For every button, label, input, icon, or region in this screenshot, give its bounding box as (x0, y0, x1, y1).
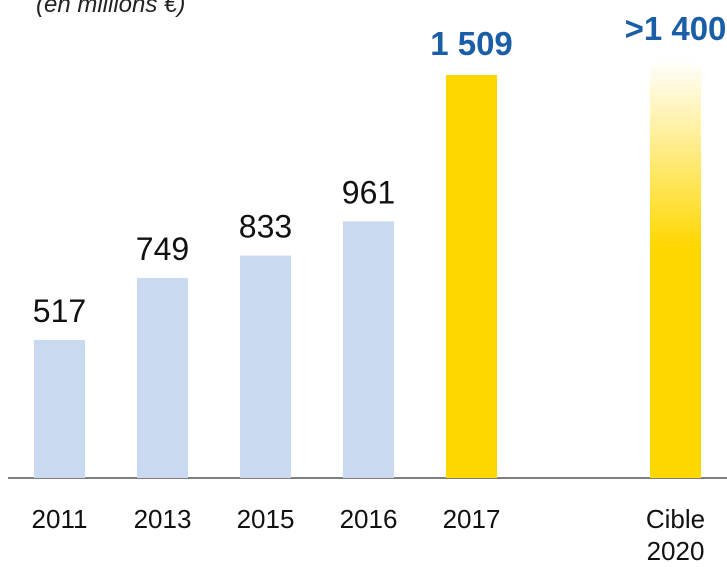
x-tick-label: 2011 (31, 504, 88, 534)
value-label: >1 400 (625, 10, 727, 47)
value-label: 833 (239, 209, 292, 245)
bar (650, 60, 701, 478)
x-tick-label: Cible 2020 (645, 504, 706, 566)
x-tick-label: 2015 (236, 504, 295, 534)
value-label: 749 (136, 231, 189, 267)
bar (446, 75, 497, 478)
value-label: 961 (342, 174, 395, 210)
bar (137, 277, 188, 478)
bar (343, 221, 394, 478)
x-tick-label: 2013 (133, 504, 192, 534)
value-label: 1 509 (430, 25, 513, 62)
x-tick-label: 2017 (442, 504, 501, 534)
x-tick-label: 2016 (339, 504, 398, 534)
chart-title: (en millions €) (36, 0, 185, 18)
bar (240, 255, 291, 478)
bar (34, 339, 85, 478)
value-label: 517 (33, 293, 86, 329)
